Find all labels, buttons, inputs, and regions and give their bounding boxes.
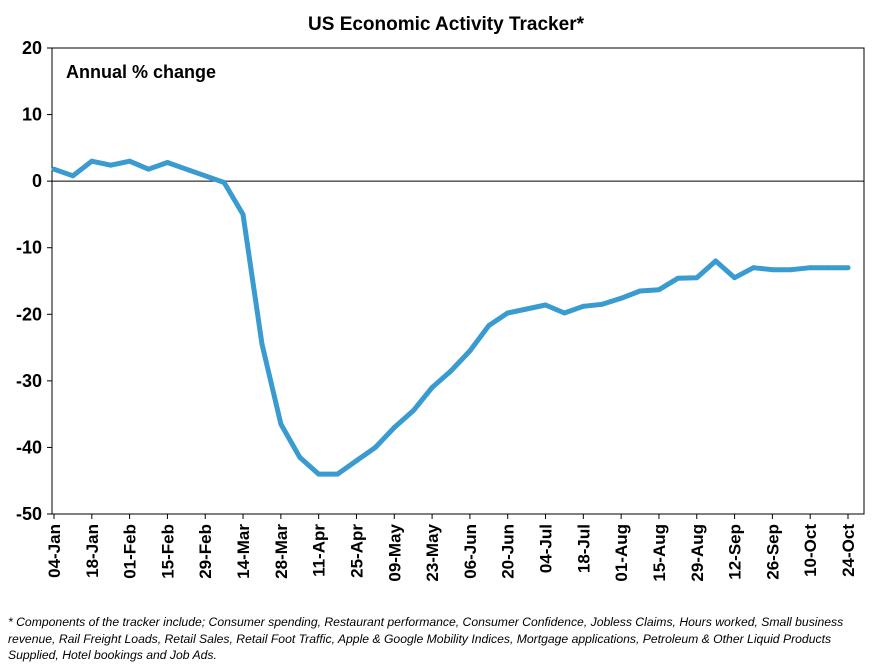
data-point <box>732 275 737 281</box>
data-point <box>543 302 548 308</box>
x-tick-label: 01-Aug <box>612 524 631 582</box>
data-point <box>770 267 775 273</box>
data-point <box>108 162 114 168</box>
data-point <box>599 301 605 307</box>
x-tick-label: 04-Jul <box>537 524 556 573</box>
x-tick-label: 15-Aug <box>650 524 669 582</box>
y-tick-label: -40 <box>16 437 42 457</box>
x-tick-label: 23-May <box>423 523 442 581</box>
data-point <box>51 166 57 172</box>
y-tick-label: -10 <box>16 238 42 258</box>
data-point <box>316 471 322 477</box>
data-point <box>127 158 132 164</box>
y-axis: 20 10 0 -10 -20 -30 -40 -50 <box>16 38 52 524</box>
data-point <box>580 303 586 309</box>
data-point <box>788 267 794 273</box>
data-point <box>373 445 378 450</box>
data-point <box>278 421 284 427</box>
x-tick-label: 11-Apr <box>310 524 329 577</box>
x-tick-label: 04-Jan <box>45 524 64 578</box>
data-point <box>202 173 208 179</box>
data-point <box>713 258 719 264</box>
plot-area <box>51 47 865 515</box>
x-tick-label: 26-Sep <box>763 524 782 580</box>
x-tick-label: 18-Jan <box>83 524 102 578</box>
data-point <box>70 173 76 179</box>
data-point <box>297 455 303 460</box>
data-point <box>410 408 416 414</box>
y-tick-label: -30 <box>16 371 42 391</box>
x-tick-label: 29-Feb <box>196 524 215 579</box>
series-line <box>51 158 851 477</box>
x-tick-label: 25-Apr <box>347 524 366 578</box>
x-tick-label: 24-Oct <box>839 524 858 577</box>
data-point <box>146 166 151 172</box>
x-tick-label: 12-Sep <box>726 524 745 580</box>
x-tick-label: 15-Feb <box>158 524 177 579</box>
data-point <box>391 425 397 430</box>
data-point <box>259 341 265 347</box>
data-point <box>524 306 529 312</box>
x-tick-label: 10-Oct <box>801 524 820 577</box>
data-points <box>51 158 851 477</box>
x-tick-label: 01-Feb <box>121 524 140 579</box>
data-point <box>486 323 492 328</box>
x-tick-label: 18-Jul <box>574 524 593 573</box>
data-point <box>675 275 681 281</box>
data-point <box>562 310 567 316</box>
y-tick-label: -20 <box>16 304 42 324</box>
data-point <box>505 310 511 316</box>
y-tick-label: 0 <box>32 171 42 191</box>
data-point <box>448 368 454 374</box>
x-tick-label: 20-Jun <box>499 524 518 579</box>
x-tick-label: 06-Jun <box>461 524 480 579</box>
x-axis: 04-Jan 18-Jan 01-Feb 15-Feb 29-Feb 14-Mar 28-M… <box>45 514 858 582</box>
data-point <box>429 385 435 390</box>
data-point <box>618 295 624 301</box>
data-point <box>221 180 227 185</box>
y-tick-label: 20 <box>22 38 42 58</box>
data-point <box>183 166 189 172</box>
chart-title: US Economic Activity Tracker* <box>308 14 585 35</box>
x-tick-label: 09-May <box>385 523 404 581</box>
data-point <box>165 160 170 165</box>
y-axis-label: Annual % change <box>66 62 216 82</box>
x-tick-label: 14-Mar <box>234 524 253 579</box>
data-point <box>845 265 851 271</box>
data-point <box>807 265 813 271</box>
data-point <box>335 471 340 477</box>
y-tick-label: 10 <box>22 105 42 125</box>
data-point <box>467 348 473 354</box>
data-point <box>656 287 662 293</box>
data-point <box>694 275 700 281</box>
data-point <box>637 288 643 294</box>
y-tick-label: -50 <box>16 504 42 524</box>
data-point <box>751 265 756 271</box>
data-point <box>826 265 832 271</box>
data-point <box>240 212 246 217</box>
x-tick-label: 29-Aug <box>688 524 707 582</box>
footnote: * Components of the tracker include; Con… <box>8 615 844 662</box>
data-point <box>89 158 95 164</box>
data-point <box>354 458 359 464</box>
x-tick-label: 28-Mar <box>272 524 291 579</box>
